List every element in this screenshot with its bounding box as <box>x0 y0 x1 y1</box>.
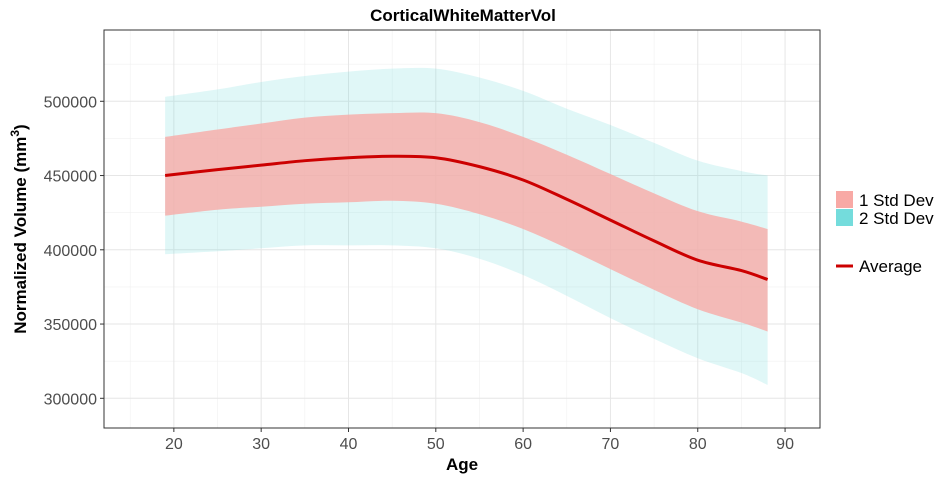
x-tick-label-70: 70 <box>602 436 620 453</box>
legend-label-std2: 2 Std Dev <box>859 209 934 228</box>
legend-label-average: Average <box>859 257 922 276</box>
legend-key-std1 <box>836 191 853 208</box>
x-axis-title: Age <box>446 455 478 474</box>
x-tick-label-40: 40 <box>340 436 358 453</box>
y-tick-label-350000: 350000 <box>44 317 97 334</box>
average-line <box>164 154 769 281</box>
y-tick-label-500000: 500000 <box>44 94 97 111</box>
bands <box>165 67 768 385</box>
lines <box>164 154 769 281</box>
band-1-std-dev <box>165 112 768 332</box>
x-tick-label-50: 50 <box>427 436 445 453</box>
y-tick-label-450000: 450000 <box>44 169 97 186</box>
x-tick-label-60: 60 <box>514 436 532 453</box>
x-tick-label-90: 90 <box>776 436 794 453</box>
chart-title: CorticalWhiteMatterVol <box>370 6 556 25</box>
legend-key-std2 <box>836 209 853 226</box>
legend: 1 Std Dev 2 Std Dev Average <box>836 191 934 276</box>
y-axis-title-sup: 3 <box>8 130 22 137</box>
x-tick-label-30: 30 <box>252 436 270 453</box>
y-tick-label-400000: 400000 <box>44 243 97 260</box>
x-ticks: 20 30 40 50 60 70 80 90 <box>165 428 794 453</box>
x-tick-label-20: 20 <box>165 436 183 453</box>
grid-major <box>104 30 820 428</box>
y-ticks: 300000 350000 400000 450000 500000 <box>44 94 104 408</box>
plot-border <box>103 29 821 429</box>
x-tick-label-80: 80 <box>689 436 707 453</box>
legend-label-std1: 1 Std Dev <box>859 191 934 210</box>
y-axis-title-main: Normalized Volume (mm <box>11 137 30 334</box>
y-tick-label-300000: 300000 <box>44 391 97 408</box>
y-axis-title-close: ) <box>11 124 30 130</box>
y-axis-title: Normalized Volume (mm3) <box>8 124 30 333</box>
